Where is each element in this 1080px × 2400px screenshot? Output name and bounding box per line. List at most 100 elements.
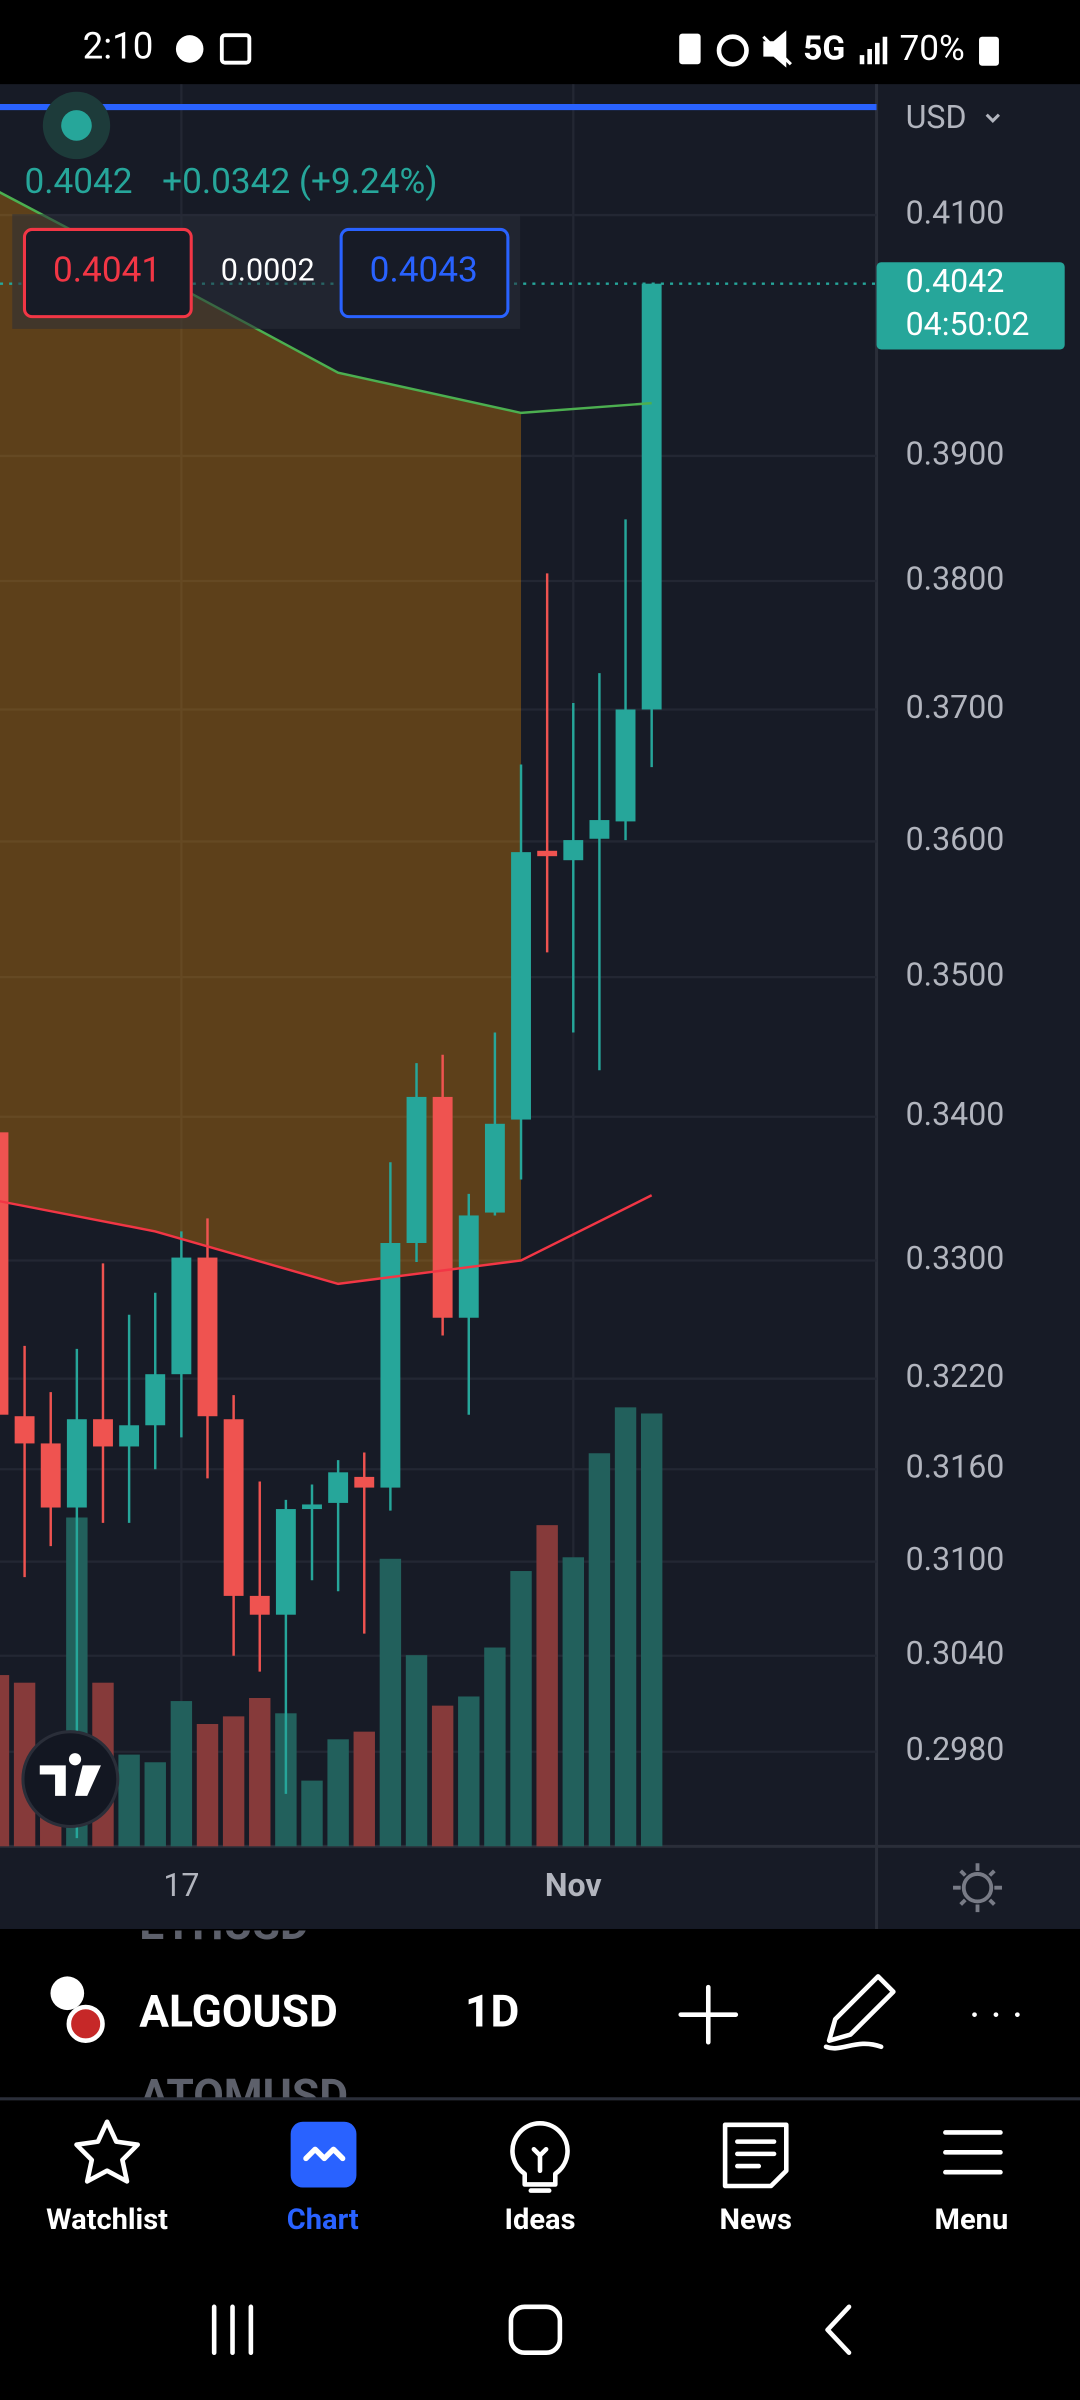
bottom-nav: Watchlist Chart Ideas News Menu <box>46 2119 1009 2237</box>
settings-rays <box>953 1863 1002 1913</box>
candle-body <box>328 1472 349 1503</box>
last-price: 0.4042 <box>24 160 132 202</box>
volume-bar <box>614 1407 637 1847</box>
picker-item[interactable]: ATOMUSD <box>139 2070 348 2122</box>
candle-body <box>354 1476 375 1488</box>
volume-bar <box>249 1698 271 1847</box>
y-tick-label: 0.3500 <box>906 956 1005 994</box>
lower-band-line <box>0 1194 653 1286</box>
volume-bar <box>484 1647 506 1847</box>
y-tick-label: 0.3600 <box>906 820 1005 858</box>
android-home[interactable] <box>508 2304 563 2356</box>
chart-icon-mark <box>303 2146 346 2162</box>
android-recents[interactable] <box>211 2304 254 2356</box>
candle-body <box>119 1425 140 1447</box>
currency[interactable]: USD <box>906 98 967 136</box>
volume-bar <box>405 1655 428 1847</box>
candle-body <box>145 1374 166 1426</box>
volume-bar <box>196 1724 219 1847</box>
currency-selector[interactable]: USD <box>906 98 1001 136</box>
candle-body <box>171 1257 192 1375</box>
volume-bar <box>144 1762 166 1847</box>
nav-label[interactable]: Ideas <box>504 2203 575 2237</box>
y-tick-label: 0.3300 <box>906 1239 1005 1277</box>
volume-bar <box>458 1696 480 1847</box>
status-icon <box>219 33 252 65</box>
candle-body <box>537 850 558 857</box>
y-tick-label: 0.3220 <box>906 1357 1005 1395</box>
candle-body <box>197 1257 218 1417</box>
settings-icon[interactable] <box>961 1872 994 1904</box>
watchlist-icon[interactable] <box>74 2119 140 2184</box>
y-tick-label: 0.3100 <box>906 1540 1005 1578</box>
nav-label[interactable]: Watchlist <box>46 2203 168 2237</box>
nav-label[interactable]: Menu <box>935 2203 1009 2237</box>
status-signal <box>859 36 888 65</box>
spread: 0.0002 <box>221 253 315 288</box>
ideas-icon[interactable] <box>510 2121 570 2193</box>
replay-dot[interactable] <box>61 110 92 141</box>
candle-body <box>432 1096 453 1318</box>
sell-button[interactable] <box>22 227 193 319</box>
status-battery: 70% <box>899 27 964 69</box>
y-tick-label: 0.3700 <box>906 688 1005 726</box>
ask-price[interactable]: 0.4043 <box>370 249 478 291</box>
volume-bar <box>431 1705 454 1847</box>
picker-item[interactable]: ETHUSD <box>139 1898 309 1951</box>
bid-price[interactable]: 0.4041 <box>53 249 161 291</box>
toolbar <box>0 1930 1080 2099</box>
volume-bar <box>379 1558 402 1847</box>
volume-bar <box>327 1739 349 1847</box>
volume-bar <box>170 1701 193 1847</box>
chevron <box>985 113 1001 124</box>
android-back[interactable] <box>825 2304 852 2356</box>
status-icon <box>716 34 749 67</box>
candle-body <box>275 1509 296 1615</box>
candle-body <box>589 820 610 839</box>
y-tick-label: 0.3400 <box>906 1095 1005 1133</box>
candle-body <box>223 1419 244 1596</box>
candle-body <box>66 1419 87 1508</box>
candle-body <box>40 1443 61 1508</box>
nav-label[interactable]: News <box>719 2203 791 2237</box>
y-tick-label: 0.3040 <box>906 1634 1005 1672</box>
volume-bar <box>301 1780 323 1847</box>
candle-body <box>0 1132 9 1415</box>
candle-body <box>14 1416 35 1444</box>
candle-body <box>615 709 636 822</box>
candle-body <box>380 1243 401 1488</box>
tv-logo[interactable] <box>21 1730 120 1829</box>
x-tick-label: Nov <box>545 1866 602 1904</box>
news-icon[interactable] <box>722 2122 789 2189</box>
candle-body <box>511 852 531 1120</box>
status-network: 5G <box>803 29 845 68</box>
x-tick-label: 17 <box>163 1866 199 1904</box>
last-price-box <box>876 262 1065 350</box>
axes: 0.4100 0.3900 0.3800 0.3700 0.3600 0.3500 0.34… <box>163 194 1065 1904</box>
y-tick-label: 0.3900 <box>906 434 1005 472</box>
candle-body <box>302 1504 322 1510</box>
interval[interactable]: 1D <box>465 1985 519 2037</box>
candle-body <box>484 1123 505 1213</box>
symbol[interactable]: ALGOUSD <box>139 1985 338 2037</box>
plot <box>0 191 877 1847</box>
volume-bar <box>222 1716 245 1847</box>
volume-bar <box>588 1453 611 1847</box>
menu-icon[interactable] <box>943 2130 1003 2175</box>
status-icon <box>762 30 792 68</box>
countdown-label: 04:50:02 <box>906 305 1030 343</box>
band-fill <box>0 192 522 1284</box>
y-tick-label: 0.3800 <box>906 560 1005 598</box>
symbol-logo <box>50 1976 85 2011</box>
buy-button[interactable] <box>339 227 510 319</box>
volume-bar <box>353 1731 375 1847</box>
battery-icon <box>979 36 999 66</box>
candle-body <box>93 1419 113 1447</box>
nav-label[interactable]: Chart <box>287 2203 359 2237</box>
drawing-icon[interactable] <box>823 1974 896 2051</box>
add-indicator-icon[interactable] <box>678 1984 739 2045</box>
candle-body <box>249 1595 270 1615</box>
volume-bar <box>510 1571 532 1847</box>
